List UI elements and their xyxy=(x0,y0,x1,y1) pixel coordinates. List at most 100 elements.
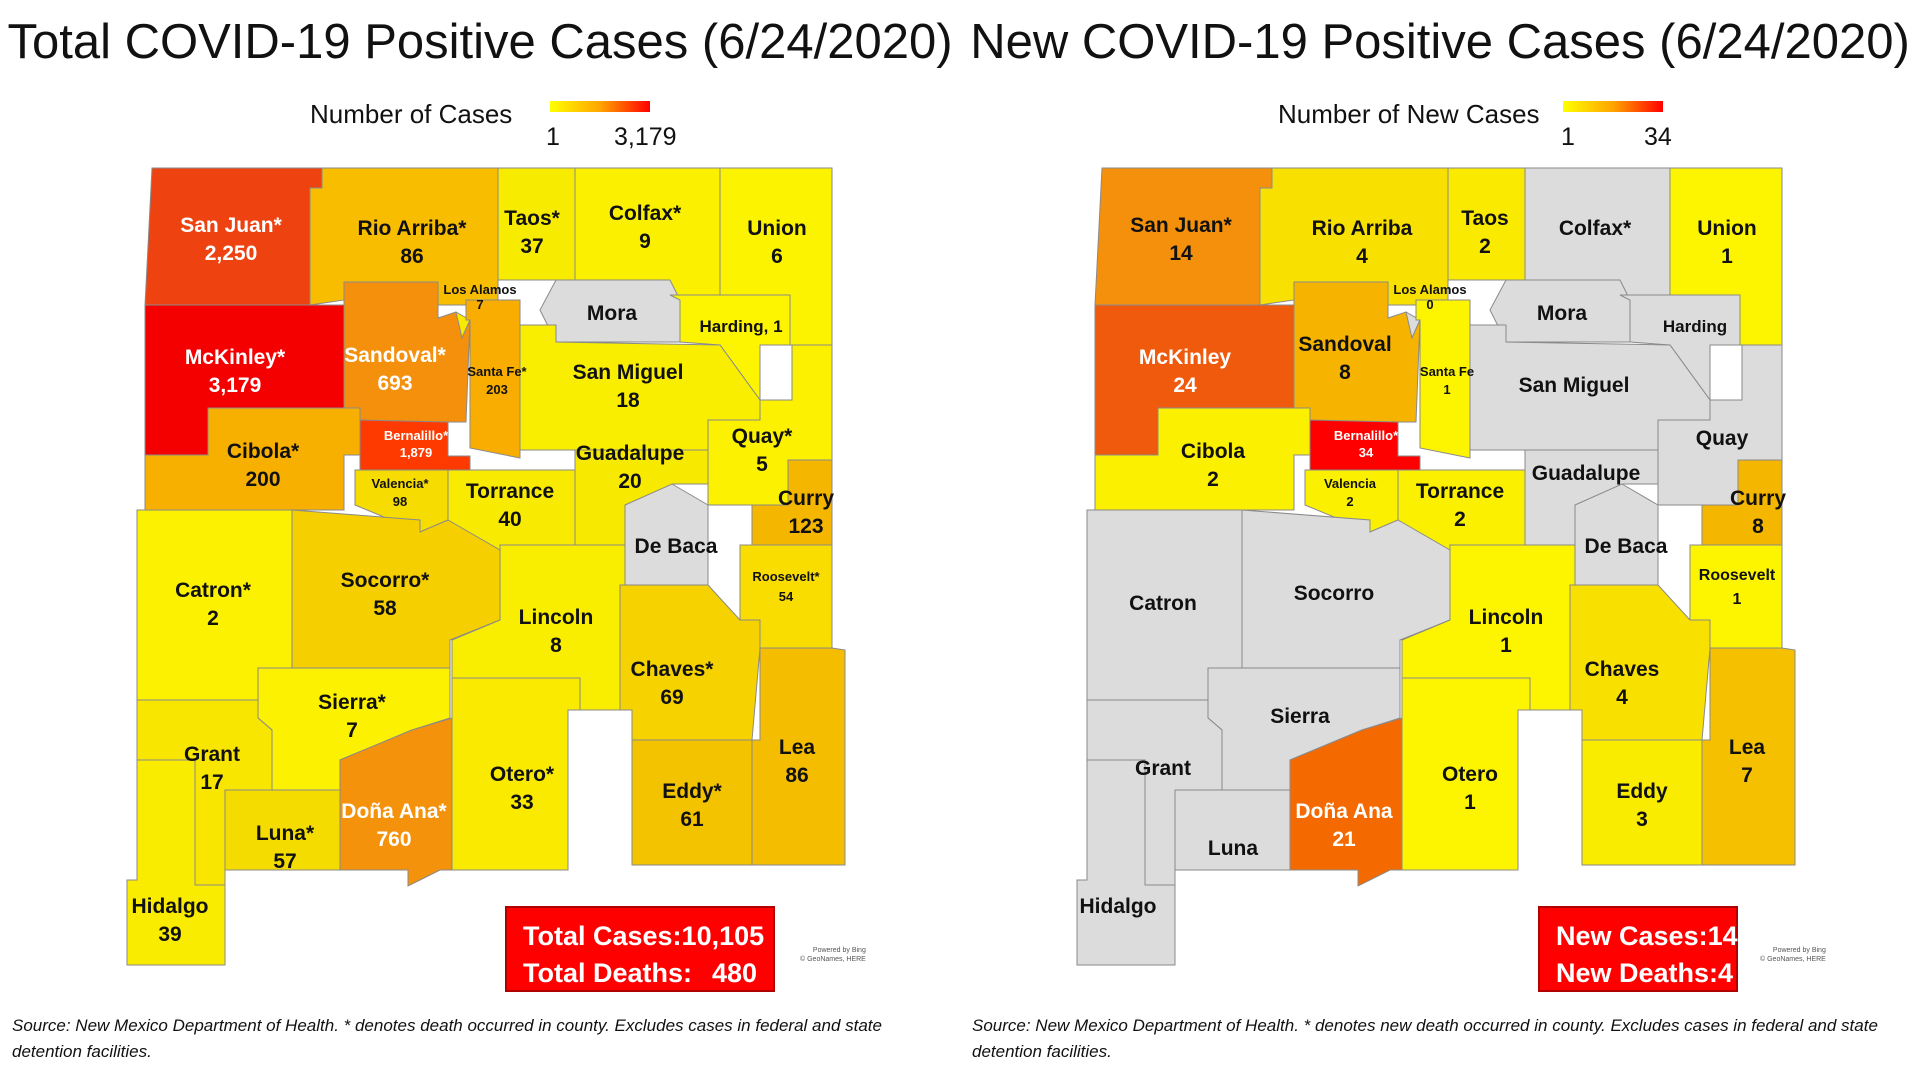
deaths-value: 4 xyxy=(1718,958,1734,988)
label-grant: Grant 17 xyxy=(184,743,240,794)
page-title: New COVID-19 Positive Cases (6/24/2020) xyxy=(970,15,1910,69)
label-otero: Otero* 33 xyxy=(490,763,555,814)
county-map: San Juan* 14 Rio Arriba 4 Taos 2 Colfax* Un… xyxy=(1076,167,1796,966)
label-lea: Lea 86 xyxy=(779,736,816,787)
cases-label: New Cases: xyxy=(1556,921,1708,951)
label-de-baca: De Baca xyxy=(635,535,718,558)
label-catron: Catron* 2 xyxy=(175,579,252,630)
total-cases-panel: Total COVID-19 Positive Cases (6/24/2020… xyxy=(7,15,953,1061)
label-lea: Lea 7 xyxy=(1729,736,1766,787)
label-hidalgo: Hidalgo xyxy=(1080,895,1157,918)
county-chaves xyxy=(1569,584,1711,741)
label-union: Union 1 xyxy=(1697,217,1756,268)
legend-min: 1 xyxy=(546,123,560,151)
legend-min: 1 xyxy=(1561,123,1575,151)
cases-value: 10,105 xyxy=(681,921,765,951)
totals-box: Total Cases: 10,105 Total Deaths: 480 xyxy=(505,906,775,992)
label-de-baca: De Baca xyxy=(1585,535,1668,558)
label-socorro: Socorro* 58 xyxy=(341,569,431,620)
new-cases-panel: New COVID-19 Positive Cases (6/24/2020) … xyxy=(960,0,1920,1080)
label-colfax: Colfax* 9 xyxy=(609,202,682,253)
page-title: Total COVID-19 Positive Cases (6/24/2020… xyxy=(7,15,953,69)
label-lincoln: Lincoln 8 xyxy=(519,606,594,657)
label-union: Union 6 xyxy=(747,217,806,268)
label-chaves: Chaves* 69 xyxy=(631,658,715,709)
label-santa-fe: Santa Fe* 203 xyxy=(467,364,527,397)
county-labels: San Juan* 14 Rio Arriba 4 Taos 2 Colfax* Un… xyxy=(1080,207,1787,918)
label-luna: Luna* 57 xyxy=(256,822,315,873)
label-valencia: Valencia* 98 xyxy=(371,476,429,509)
label-san-juan: San Juan* 14 xyxy=(1130,214,1232,265)
legend-label: Number of New Cases xyxy=(1278,99,1540,129)
label-bernalillo: Bernalillo* 34 xyxy=(1334,428,1399,460)
county-lea xyxy=(751,647,846,866)
label-eddy: Eddy 3 xyxy=(1616,780,1668,831)
label-bernalillo: Bernalillo* 1,879 xyxy=(384,428,449,460)
label-mckinley: McKinley 24 xyxy=(1139,346,1232,397)
county-santa-fe xyxy=(465,299,521,459)
label-hidalgo: Hidalgo 39 xyxy=(132,895,209,946)
label-rio-arriba: Rio Arriba 4 xyxy=(1312,217,1413,268)
label-quay: Quay xyxy=(1696,427,1749,450)
label-sandoval: Sandoval* 693 xyxy=(344,344,446,395)
county-chaves xyxy=(619,584,761,741)
label-otero: Otero 1 xyxy=(1442,763,1498,814)
county-hidalgo xyxy=(126,759,226,966)
totals-deaths-row: Total Deaths: 480 xyxy=(523,955,757,992)
county-map: San Juan* 2,250 Rio Arriba* 86 Taos* 37 Col… xyxy=(126,167,846,966)
source-note: Source: New Mexico Department of Health.… xyxy=(12,1016,882,1061)
map-credit: Powered by Bing © GeoNames, HERE xyxy=(800,947,866,963)
label-taos: Taos* 37 xyxy=(504,207,560,258)
deaths-value: 480 xyxy=(711,958,757,988)
label-los-alamos: Los Alamos 7 xyxy=(443,282,516,312)
county-lea xyxy=(1701,647,1796,866)
totals-cases-row: Total Cases: 10,105 xyxy=(523,918,764,955)
label-socorro: Socorro xyxy=(1294,582,1375,605)
label-mora: Mora xyxy=(1537,302,1587,325)
label-quay: Quay* 5 xyxy=(732,425,794,476)
deaths-label: New Deaths: xyxy=(1556,958,1719,988)
county-labels: San Juan* 2,250 Rio Arriba* 86 Taos* 37 Col… xyxy=(132,202,835,946)
totals-deaths-row: New Deaths: 4 xyxy=(1556,955,1733,992)
label-mckinley: McKinley* 3,179 xyxy=(185,346,286,397)
label-valencia: Valencia 2 xyxy=(1324,476,1377,509)
county-hidalgo xyxy=(1076,759,1176,966)
deaths-label: Total Deaths: xyxy=(523,958,693,988)
source-note: Source: New Mexico Department of Health.… xyxy=(972,1016,1878,1061)
label-roosevelt: Roosevelt* 54 xyxy=(752,569,820,604)
legend-label: Number of Cases xyxy=(310,99,513,129)
totals-box: New Cases: 140 New Deaths: 4 xyxy=(1538,906,1753,992)
label-curry: Curry 123 xyxy=(778,487,834,538)
label-santa-fe: Santa Fe 1 xyxy=(1420,364,1474,397)
label-sandoval: Sandoval 8 xyxy=(1298,333,1391,384)
county-shapes xyxy=(126,167,846,966)
county-shapes xyxy=(1076,167,1796,966)
legend-max: 34 xyxy=(1644,123,1672,151)
label-san-miguel: San Miguel xyxy=(1519,374,1630,397)
label-eddy: Eddy* 61 xyxy=(662,780,722,831)
legend-max: 3,179 xyxy=(614,123,677,151)
label-torrance: Torrance 2 xyxy=(1416,480,1504,531)
label-grant: Grant xyxy=(1135,757,1191,780)
county-luna xyxy=(224,789,341,871)
label-san-juan: San Juan* 2,250 xyxy=(180,214,282,265)
label-harding: Harding xyxy=(1663,317,1727,336)
totals-cases-row: New Cases: 140 xyxy=(1556,918,1753,955)
label-dona-ana: Doña Ana* 760 xyxy=(341,800,447,851)
cases-value: 140 xyxy=(1707,921,1753,951)
label-torrance: Torrance 40 xyxy=(466,480,554,531)
cases-label: Total Cases: xyxy=(523,921,682,951)
label-lincoln: Lincoln 1 xyxy=(1469,606,1544,657)
label-mora: Mora xyxy=(587,302,637,325)
map-credit: Powered by Bing © GeoNames, HERE xyxy=(1760,947,1826,963)
legend-color-bar xyxy=(550,101,650,112)
label-rio-arriba: Rio Arriba* 86 xyxy=(358,217,468,268)
label-luna: Luna xyxy=(1208,837,1258,860)
label-sierra: Sierra xyxy=(1270,705,1330,728)
label-cibola: Cibola* 200 xyxy=(227,440,300,491)
label-cibola: Cibola 2 xyxy=(1181,440,1245,491)
label-san-miguel: San Miguel 18 xyxy=(573,361,684,412)
label-guadalupe: Guadalupe 20 xyxy=(576,442,685,493)
label-harding: Harding, 1 xyxy=(699,317,782,336)
label-chaves: Chaves 4 xyxy=(1585,658,1660,709)
